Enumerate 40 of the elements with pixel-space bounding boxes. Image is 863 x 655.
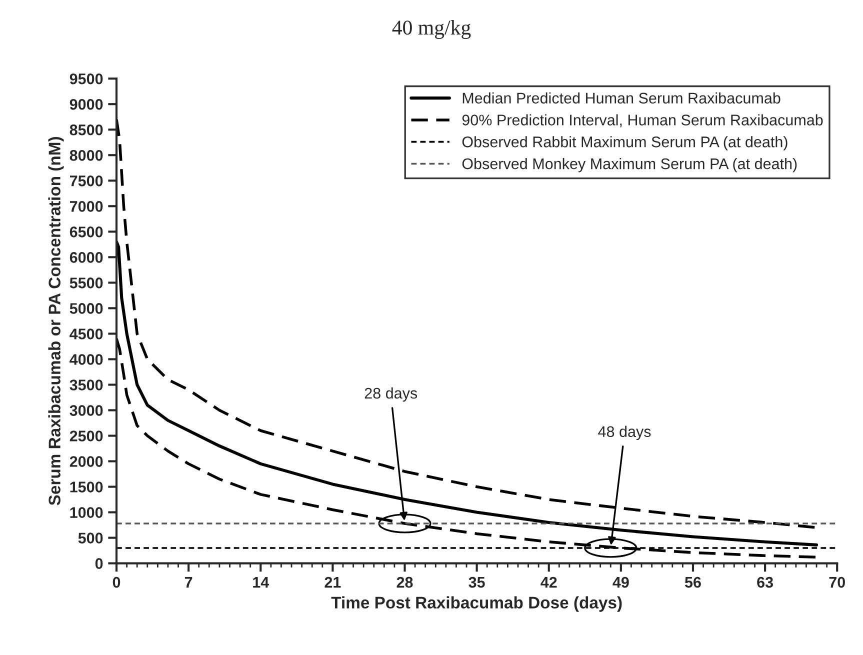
legend-label: Observed Rabbit Maximum Serum PA (at death): [462, 136, 788, 150]
y-tick-label: 1000: [70, 507, 103, 518]
annotation: 28 days: [364, 387, 418, 402]
y-tick-label: 8000: [70, 150, 103, 161]
y-tick-label: 6000: [70, 252, 103, 263]
x-tick-label: 70: [829, 576, 845, 588]
x-tick-label: 56: [684, 576, 701, 588]
x-tick-label: 63: [757, 576, 773, 588]
y-tick-label: 7500: [70, 176, 103, 186]
y-axis-title: Serum Raxibacumab or PA Concentration (nM): [48, 137, 64, 506]
x-tick-label: 35: [468, 576, 485, 588]
y-tick-label: 3000: [70, 405, 103, 416]
y-tick-label: 500: [78, 532, 103, 544]
chart-title: 40 mg/kg: [392, 20, 471, 39]
x-tick-label: 14: [253, 577, 270, 588]
x-tick-label: 28: [396, 576, 413, 588]
y-tick-label: 9000: [70, 98, 103, 110]
x-tick-label: 49: [612, 576, 629, 588]
x-tick-label: 7: [184, 577, 192, 588]
y-tick-label: 0: [95, 558, 103, 569]
legend-label: Observed Monkey Maximum Serum PA (at death): [462, 158, 797, 172]
x-tick-label: 42: [540, 576, 557, 588]
y-tick-label: 8500: [70, 124, 103, 136]
y-tick-label: 9500: [70, 73, 103, 84]
y-tick-label: 5500: [70, 278, 103, 288]
legend-label: 90% Prediction Interval, Human Serum Raxibacumab: [462, 114, 823, 128]
x-tick-label: 21: [324, 576, 341, 588]
y-tick-label: 4000: [70, 354, 103, 365]
y-tick-label: 5000: [70, 303, 103, 314]
legend-label: Median Predicted Human Serum Raxibacumab: [462, 92, 780, 104]
y-tick-label: 7000: [70, 201, 103, 212]
y-tick-label: 2500: [70, 430, 103, 442]
x-tick-label: 0: [112, 576, 120, 588]
y-tick-label: 6500: [70, 226, 103, 238]
y-tick-label: 2000: [70, 456, 103, 467]
y-tick-label: 3500: [70, 380, 103, 390]
y-tick-label: 4500: [70, 328, 103, 340]
y-tick-label: 1500: [70, 482, 103, 492]
x-axis-title: Time Post Raxibacumab Dose (days): [331, 596, 622, 612]
annotation: 48 days: [598, 426, 651, 440]
